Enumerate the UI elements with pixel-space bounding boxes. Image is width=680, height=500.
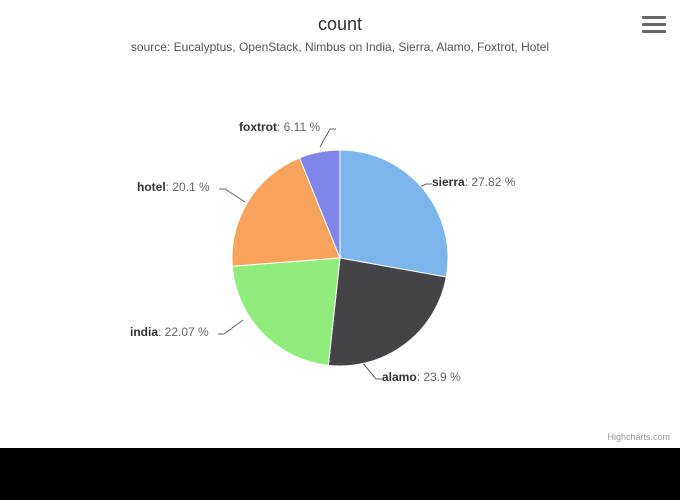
chart-card: count source: Eucalyptus, OpenStack, Nim… <box>0 0 680 448</box>
credits-link[interactable]: Highcharts.com <box>607 432 670 442</box>
pie-slice-alamo[interactable] <box>328 258 446 366</box>
pie-chart <box>0 0 680 448</box>
pie-slice-sierra[interactable] <box>340 150 448 277</box>
pie-slice-india[interactable] <box>232 258 340 365</box>
